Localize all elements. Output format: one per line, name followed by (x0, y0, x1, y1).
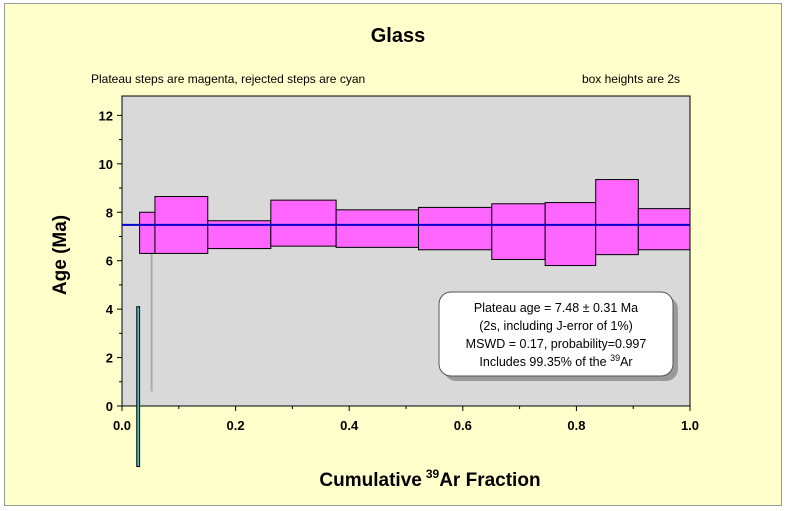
info-line-plateau-age: Plateau age = 7.48 ± 0.31 Ma (474, 301, 638, 315)
y-tick-label: 2 (106, 351, 113, 366)
plateau-step-box (270, 199, 337, 247)
info-box-panel (438, 291, 674, 377)
y-tick-label: 4 (106, 302, 114, 317)
axes: 0 2 4 6 8 10 12 0.0 0.2 0.4 0.6 0.8 1.0 (99, 108, 700, 433)
y-tick-label: 10 (99, 157, 113, 172)
x-axis-title-suffix: Ar Fraction (439, 470, 540, 491)
plateau-step-box (544, 202, 597, 267)
info-line-error-note: (2s, including J-error of 1%) (479, 319, 633, 333)
subtitle-right: box heights are 2s (582, 72, 680, 86)
plateau-step-box (417, 206, 493, 251)
info-box: Plateau age = 7.48 ± 0.31 Ma (2s, includ… (438, 291, 678, 381)
plateau-step-box (491, 203, 546, 260)
info-line-includes-superscript: 39 (610, 353, 620, 363)
info-line-includes-prefix: Includes 99.35% of the (479, 355, 610, 369)
y-axis-title: Age (Ma) (50, 215, 71, 295)
x-tick-label: 0.6 (454, 418, 472, 433)
x-axis-title-superscript: 39 (426, 467, 440, 481)
y-tick-label: 12 (99, 108, 113, 123)
x-tick-label: 1.0 (681, 418, 699, 433)
x-tick-label: 0.8 (567, 418, 585, 433)
x-axis-title: Cumulative 39Ar Fraction (319, 467, 540, 491)
plateau-step-box (335, 209, 419, 248)
x-tick-label: 0.2 (227, 418, 245, 433)
y-tick-label: 6 (106, 254, 113, 269)
info-line-includes: Includes 99.35% of the 39Ar (479, 353, 632, 369)
x-axis-title-main: Cumulative (319, 470, 421, 491)
x-tick-label: 0.0 (113, 418, 131, 433)
info-line-includes-suffix: Ar (620, 355, 633, 369)
step-boxes (136, 179, 691, 468)
info-line-mswd: MSWD = 0.17, probability=0.997 (466, 337, 647, 351)
y-tick-label: 0 (106, 399, 113, 414)
chart-title: Glass (371, 25, 425, 47)
plateau-step-box (139, 211, 156, 254)
plateau-step-box (637, 208, 691, 251)
plateau-step-box (595, 179, 639, 256)
subtitle-left: Plateau steps are magenta, rejected step… (91, 72, 365, 86)
y-tick-label: 8 (106, 205, 113, 220)
rejected-step-box (136, 306, 141, 468)
x-tick-label: 0.4 (340, 418, 359, 433)
